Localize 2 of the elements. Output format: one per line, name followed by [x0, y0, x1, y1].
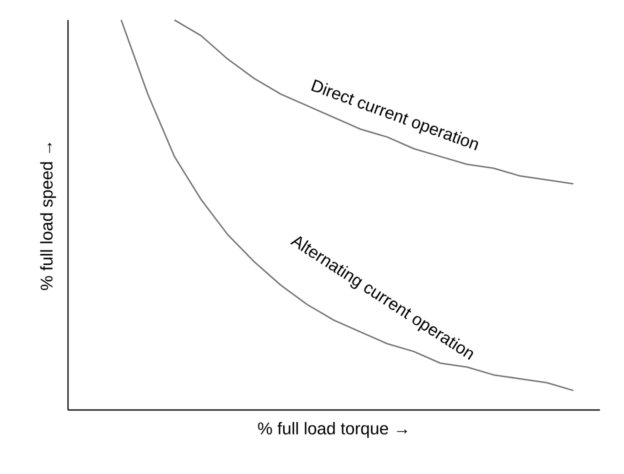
x-axis-title: % full load torque → [258, 422, 408, 438]
y-axis-title: % full load speed → [40, 142, 56, 290]
